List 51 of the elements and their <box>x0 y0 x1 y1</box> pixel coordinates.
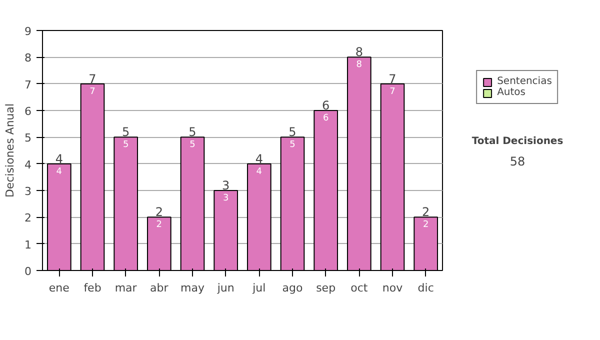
legend-label: Sentencias <box>497 76 552 87</box>
x-tick-label: feb <box>84 282 102 294</box>
data-label: 7 <box>390 86 396 97</box>
total-label: 5 <box>122 125 130 140</box>
data-label: 5 <box>190 140 196 150</box>
total-label: 4 <box>55 152 63 166</box>
y-tick-label: 2 <box>24 212 32 225</box>
total-label: 3 <box>222 178 230 192</box>
total-label: 2 <box>422 205 430 220</box>
y-tick-label: 8 <box>24 52 32 65</box>
total-label: 7 <box>388 72 396 86</box>
data-label: 3 <box>222 194 229 204</box>
total-label: 5 <box>188 125 196 140</box>
total-label: 5 <box>288 125 296 140</box>
x-tick-label: mar <box>114 282 138 294</box>
data-label: 4 <box>56 166 62 177</box>
x-tick-label: sep <box>316 282 336 294</box>
data-label: 8 <box>356 60 362 70</box>
data-label: 6 <box>322 114 329 124</box>
total-label: 2 <box>155 205 163 220</box>
data-label: 5 <box>122 140 129 150</box>
y-tick-label: 9 <box>24 25 32 38</box>
text: Total Decisiones <box>472 136 564 147</box>
data-label: 4 <box>256 166 262 177</box>
text: 58 <box>510 154 526 169</box>
x-tick-label: abr <box>150 282 169 294</box>
y-tick-label: 3 <box>24 185 32 198</box>
y-tick-label: 4 <box>24 158 32 172</box>
data-label: 5 <box>290 140 296 150</box>
y-tick-label: 1 <box>24 238 32 252</box>
x-tick-label: ene <box>48 282 70 294</box>
total-label: 7 <box>88 72 96 86</box>
x-tick-label: jul <box>252 282 266 294</box>
x-tick-label: dic <box>418 282 434 294</box>
x-tick-label: ago <box>282 282 303 294</box>
x-tick-label: nov <box>382 282 404 294</box>
y-tick-label: 5 <box>24 132 32 145</box>
data-label: 2 <box>422 220 429 230</box>
x-tick-label: oct <box>350 282 368 294</box>
data-label: 2 <box>156 220 162 230</box>
y-tick-label: 6 <box>24 105 32 118</box>
x-tick-label: may <box>180 282 205 294</box>
y-tick-label: 7 <box>24 78 32 92</box>
total-label: 6 <box>322 98 330 112</box>
y-axis-title: Decisiones Anual <box>4 103 16 198</box>
legend-label: Autos <box>497 87 526 98</box>
x-tick-label: jun <box>216 282 234 294</box>
y-tick-label: 0 <box>24 265 32 278</box>
data-label: 7 <box>90 86 96 97</box>
total-label: 8 <box>355 45 363 60</box>
total-label: 4 <box>255 152 263 166</box>
